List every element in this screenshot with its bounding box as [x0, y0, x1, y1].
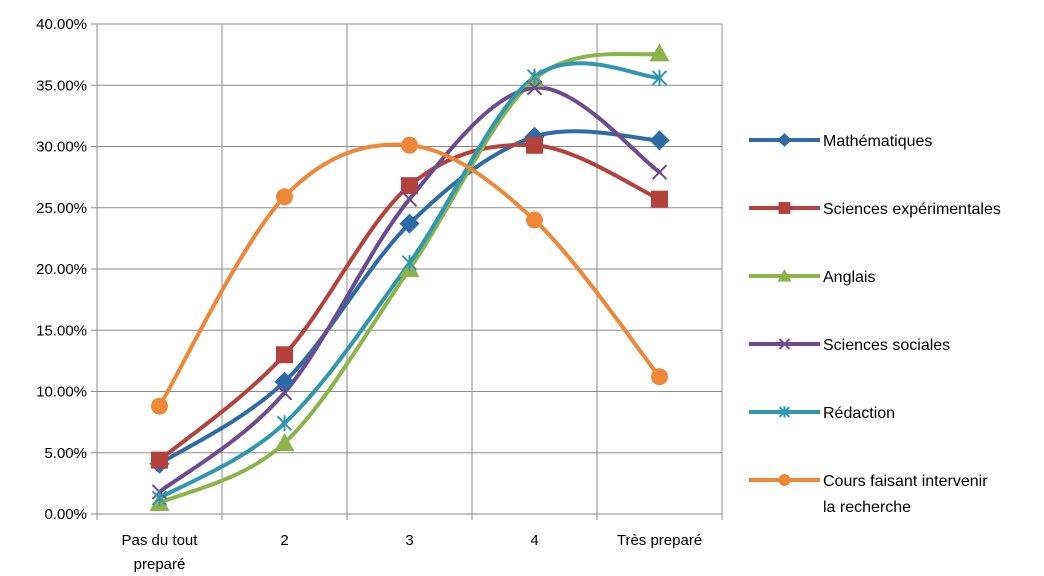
series-line-4 — [157, 61, 662, 501]
circle-marker — [151, 397, 168, 415]
star-marker — [276, 415, 293, 432]
x-marker — [401, 191, 418, 207]
circle-marker — [401, 136, 418, 154]
series-markers-4 — [151, 68, 668, 507]
x-tick-label: Pas du tout preparé — [122, 532, 199, 573]
legend-item: Anglais — [749, 269, 875, 286]
square-marker — [526, 136, 543, 154]
y-tick-label: 10.00% — [36, 384, 87, 401]
x-tick-label: 4 — [530, 532, 538, 549]
x-tick-label: 2 — [280, 532, 288, 549]
x-marker — [276, 385, 293, 401]
x-marker-stroke — [778, 338, 791, 350]
circle-marker — [276, 188, 293, 206]
x-marker-stroke — [651, 164, 668, 180]
legend-label: Mathématiques — [823, 133, 932, 150]
circle-marker — [651, 368, 668, 386]
y-tick-label: 40.00% — [36, 16, 87, 33]
square-marker — [401, 177, 418, 195]
series-markers-5 — [151, 136, 668, 415]
axes — [91, 23, 723, 520]
series-lines — [157, 51, 662, 505]
x-marker — [778, 338, 791, 350]
triangle-marker — [274, 432, 295, 451]
y-tick-label: 30.00% — [36, 139, 87, 156]
legend-item: Sciences expérimentales — [749, 201, 1001, 218]
legend-item: Cours faisant intervenir la recherche — [749, 473, 988, 516]
y-tick-label: 0.00% — [44, 506, 87, 523]
legend-label: Sciences sociales — [823, 337, 950, 354]
legend-label: Cours faisant intervenir la recherche — [823, 473, 988, 516]
legend-label: Sciences expérimentales — [823, 201, 1001, 218]
star-marker — [401, 254, 418, 271]
y-axis-tick-labels: 0.00% 5.00% 10.00% 15.00% 20.00% 25.00% 30.00%… — [36, 16, 87, 523]
circle-marker — [778, 474, 791, 486]
series-markers-3 — [151, 79, 668, 500]
y-tick-label: 35.00% — [36, 77, 87, 94]
x-marker — [651, 164, 668, 180]
legend-label: Anglais — [823, 269, 875, 286]
x-marker-stroke — [526, 79, 543, 96]
x-axis-tick-labels: Pas du tout preparé 2 3 4 Très preparé — [122, 532, 703, 573]
series-markers — [149, 43, 670, 511]
y-tick-label: 5.00% — [44, 445, 87, 462]
x-tick-label: Très preparé — [617, 532, 702, 549]
star-marker — [778, 406, 791, 418]
diamond-marker — [399, 213, 420, 234]
legend-item: Sciences sociales — [749, 337, 950, 354]
diamond-marker — [649, 130, 670, 151]
square-marker — [276, 346, 293, 364]
star-marker — [651, 69, 668, 86]
y-tick-label: 25.00% — [36, 200, 87, 217]
square-marker — [778, 202, 791, 214]
legend: Mathématiques Sciences expérimentales Angl… — [749, 133, 1001, 516]
triangle-marker — [777, 269, 792, 282]
series-markers-1 — [151, 136, 668, 469]
diamond-marker — [777, 133, 792, 147]
x-marker-stroke — [401, 191, 418, 207]
circle-marker — [526, 211, 543, 229]
square-marker — [151, 451, 168, 469]
legend-item: Rédaction — [749, 405, 895, 422]
y-tick-label: 15.00% — [36, 322, 87, 339]
square-marker — [651, 190, 668, 208]
triangle-marker — [649, 43, 670, 62]
star-marker — [151, 490, 168, 507]
y-tick-label: 20.00% — [36, 261, 87, 278]
legend-item: Mathématiques — [749, 133, 932, 150]
legend-label: Rédaction — [823, 405, 895, 422]
star-marker — [526, 68, 543, 85]
x-marker — [526, 79, 543, 96]
x-marker-stroke — [276, 385, 293, 401]
x-tick-label: 3 — [405, 532, 413, 549]
